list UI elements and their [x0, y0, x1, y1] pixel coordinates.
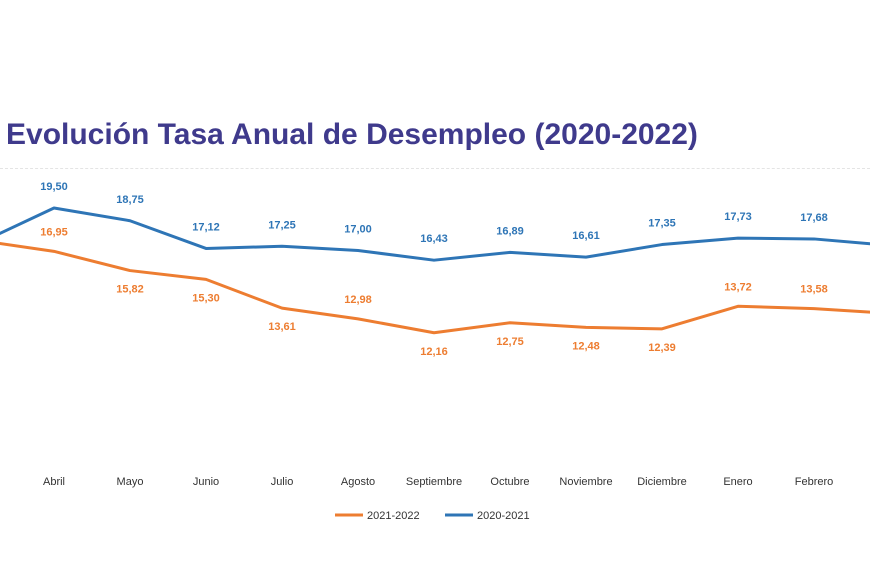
- x-tick-label: Octubre: [490, 476, 529, 488]
- data-label: 12,98: [344, 294, 372, 306]
- x-tick-label: Noviembre: [559, 476, 612, 488]
- data-label: 13,61: [268, 321, 296, 333]
- data-label: 16,89: [496, 225, 524, 237]
- data-label: 17,35: [648, 218, 676, 230]
- x-tick-label: Mayo: [117, 476, 144, 488]
- x-tick-label: Febrero: [795, 476, 834, 488]
- data-label: 16,43: [420, 233, 448, 245]
- data-label: 16,61: [572, 230, 600, 242]
- data-label: 16,95: [40, 226, 68, 238]
- data-label: 17,73: [724, 211, 752, 223]
- data-label: 13,72: [724, 281, 752, 293]
- x-tick-label: Abril: [43, 476, 65, 488]
- x-tick-label: Agosto: [341, 476, 375, 488]
- chart-title: Evolución Tasa Anual de Desempleo (2020-…: [6, 118, 698, 151]
- data-label: 12,16: [420, 346, 448, 358]
- title-divider: [0, 168, 870, 169]
- legend-label: 2021-2022: [367, 510, 420, 522]
- data-label: 17,00: [344, 224, 372, 236]
- x-tick-label: Julio: [271, 476, 294, 488]
- series-line-2021-2022: [0, 241, 870, 335]
- legend-label: 2020-2021: [477, 510, 530, 522]
- x-tick-label: Diciembre: [637, 476, 687, 488]
- data-label: 12,48: [572, 340, 600, 352]
- data-label: 15,30: [192, 292, 220, 304]
- x-tick-label: Septiembre: [406, 476, 462, 488]
- data-label: 17,25: [268, 219, 296, 231]
- data-label: 19,50: [40, 181, 68, 193]
- data-label: 15,82: [116, 284, 144, 296]
- data-label: 12,75: [496, 336, 524, 348]
- x-tick-label: Enero: [723, 476, 752, 488]
- data-label: 17,68: [800, 212, 828, 224]
- data-label: 18,75: [116, 194, 144, 206]
- series-line-2020-2021: [0, 206, 870, 262]
- data-label: 12,39: [648, 342, 676, 354]
- data-label: 13,58: [800, 284, 828, 296]
- x-tick-label: Junio: [193, 476, 219, 488]
- data-label: 17,12: [192, 221, 220, 233]
